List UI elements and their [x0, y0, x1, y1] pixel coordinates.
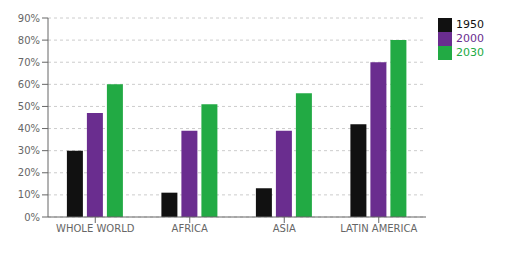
svg-text:AFRICA: AFRICA	[172, 223, 208, 234]
svg-text:90%: 90%	[18, 13, 40, 24]
svg-text:WHOLE WORLD: WHOLE WORLD	[56, 223, 135, 234]
html-text:2030: 2030	[456, 46, 484, 59]
html-text:2000: 2000	[456, 32, 484, 45]
svg-text:30%: 30%	[18, 145, 40, 156]
html-text:1950: 1950	[456, 18, 484, 31]
svg-text:60%: 60%	[18, 79, 40, 90]
svg-text:10%: 10%	[18, 189, 40, 200]
svg-text:70%: 70%	[18, 57, 40, 68]
svg-text:20%: 20%	[18, 167, 40, 178]
svg-text:LATIN AMERICA: LATIN AMERICA	[340, 223, 417, 234]
svg-text:0%: 0%	[24, 212, 40, 223]
svg-text:40%: 40%	[18, 123, 40, 134]
svg-text:50%: 50%	[18, 101, 40, 112]
svg-text:ASIA: ASIA	[273, 223, 296, 234]
svg-text:80%: 80%	[18, 35, 40, 46]
